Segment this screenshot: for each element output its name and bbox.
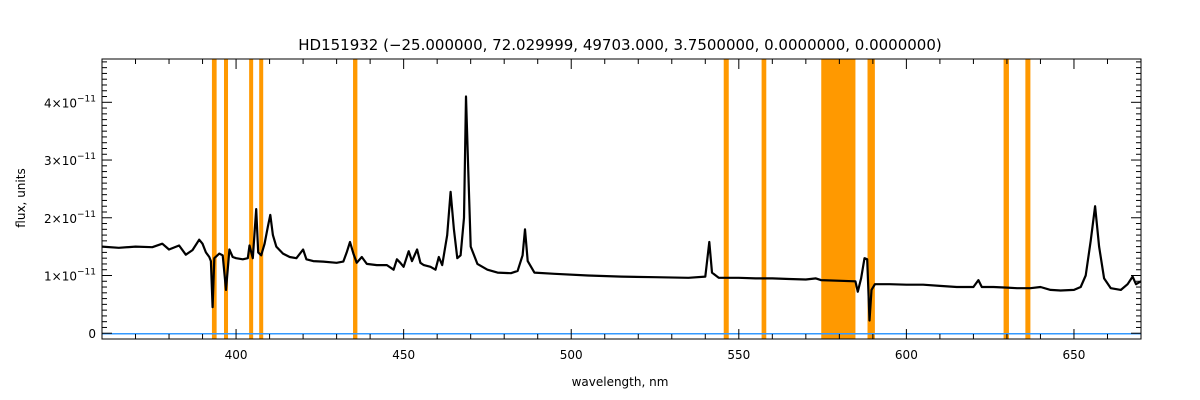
y-tick-label: 2×10−11 (44, 210, 96, 226)
highlight-band-8 (867, 59, 875, 339)
plot-frame (101, 58, 1142, 340)
highlight-band-3 (259, 59, 264, 339)
y-tick-exponent: −11 (77, 94, 96, 104)
x-tick-label: 450 (392, 348, 415, 362)
highlight-band-10 (1025, 59, 1031, 339)
series-layer (101, 95, 1142, 322)
y-tick-mantissa: 4×10 (44, 96, 77, 110)
y-tick-exponent: −11 (77, 210, 96, 220)
x-tick-label: 400 (225, 348, 248, 362)
highlight-band-9 (1003, 59, 1009, 339)
x-tick-label: 500 (560, 348, 583, 362)
axes-frame (101, 58, 1142, 340)
y-tick-mantissa: 0 (88, 327, 96, 341)
y-tick-mantissa: 2×10 (44, 212, 77, 226)
y-tick-mantissa: 3×10 (44, 154, 77, 168)
highlight-band-7 (821, 59, 856, 339)
spectrum-series-0 (101, 95, 1142, 322)
y-tick-label: 4×10−11 (44, 94, 96, 110)
highlight-bands (211, 59, 1031, 339)
x-tick-label: 650 (1063, 348, 1086, 362)
highlight-band-2 (249, 59, 254, 339)
x-ticks: 400 450 500 550 600 650 (135, 59, 1142, 362)
y-ticks: 01×10−112×10−113×10−114×10−11 (44, 61, 1141, 341)
x-axis-label: wavelength, nm (572, 375, 669, 389)
y-tick-label: 0 (88, 327, 96, 341)
y-tick-mantissa: 1×10 (44, 269, 77, 283)
x-tick-label: 550 (727, 348, 750, 362)
highlight-band-0 (211, 59, 217, 339)
y-tick-label: 1×10−11 (44, 267, 96, 283)
y-axis-label: flux, units (14, 168, 28, 227)
x-tick-label: 600 (895, 348, 918, 362)
y-tick-exponent: −11 (77, 267, 96, 277)
y-tick-label: 3×10−11 (44, 152, 96, 168)
highlight-band-1 (223, 59, 229, 339)
highlight-band-5 (723, 59, 729, 339)
y-tick-exponent: −11 (77, 152, 96, 162)
chart-title: HD151932 (−25.000000, 72.029999, 49703.0… (298, 36, 942, 54)
highlight-band-4 (353, 59, 358, 339)
highlight-band-6 (761, 59, 767, 339)
